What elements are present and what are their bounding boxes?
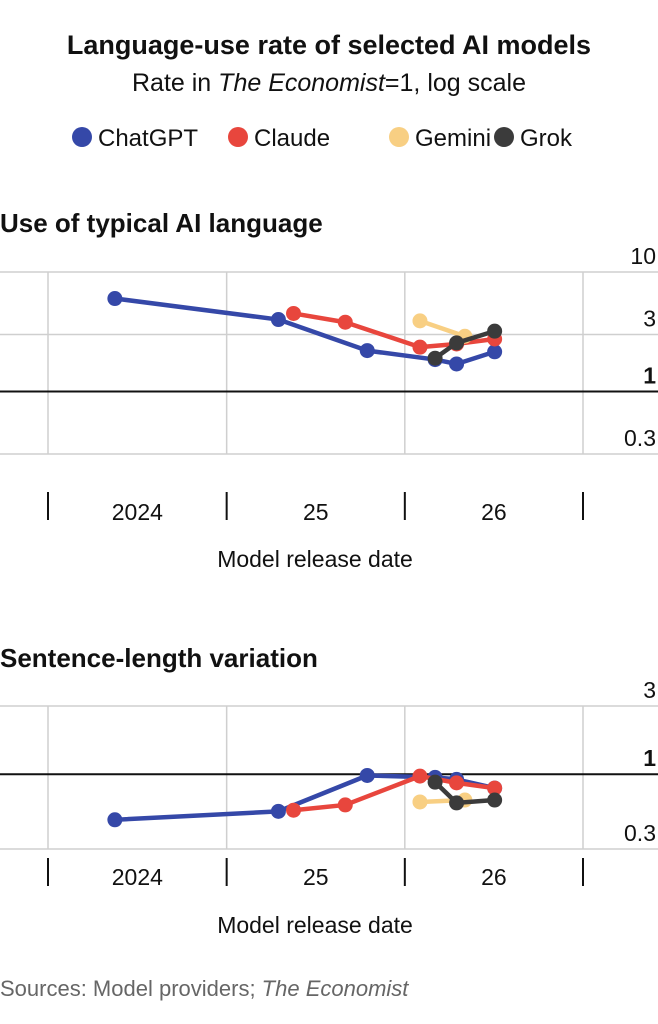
- chart-subtitle: Rate in The Economist=1, log scale: [132, 69, 526, 97]
- panel-title: Sentence-length variation: [0, 643, 318, 673]
- data-point-claude: [337, 797, 353, 813]
- y-tick-label: 10: [630, 243, 656, 269]
- data-point-claude: [449, 775, 465, 791]
- source-italic: The Economist: [262, 976, 410, 1001]
- legend-label-grok: Grok: [520, 125, 573, 152]
- panel-sentence-length-variation: Sentence-length variation 3 1 0.3 2024 25 26 Mo…: [0, 643, 658, 938]
- x-tick-label: 2024: [112, 499, 163, 525]
- source-note: Sources: Model providers; The Economist: [0, 976, 409, 1001]
- data-point-chatgpt: [270, 803, 286, 819]
- y-tick-label: 1: [643, 363, 656, 389]
- data-point-grok: [427, 350, 443, 366]
- x-axis-label: Model release date: [217, 546, 413, 572]
- y-tick-label: 0.3: [624, 425, 656, 451]
- legend-marker-claude: [228, 127, 248, 147]
- x-tick-label: 25: [303, 499, 329, 525]
- data-point-chatgpt: [107, 812, 123, 828]
- legend-marker-gemini: [389, 127, 409, 147]
- legend: ChatGPT Claude Gemini Grok: [72, 125, 573, 152]
- panel-use-of-typical-ai-language: Use of typical AI language 10 3 1 0.3 2024 25 2…: [0, 208, 658, 572]
- source-prefix: Sources: Model providers;: [0, 976, 262, 1001]
- y-tick-label: 3: [643, 305, 656, 331]
- data-point-claude: [412, 768, 428, 784]
- series-grok: [427, 774, 503, 811]
- data-point-chatgpt: [449, 356, 465, 372]
- data-point-claude: [286, 802, 302, 818]
- panel-title: Use of typical AI language: [0, 208, 323, 238]
- subtitle-prefix: Rate in: [132, 69, 218, 97]
- series-claude: [286, 305, 503, 355]
- chart-title: Language-use rate of selected AI models: [67, 30, 591, 60]
- data-point-grok: [487, 323, 503, 339]
- y-tick-label: 0.3: [624, 820, 656, 846]
- y-tick-label: 3: [643, 677, 656, 703]
- series-chatgpt: [107, 291, 503, 372]
- data-point-gemini: [412, 794, 428, 810]
- legend-marker-grok: [494, 127, 514, 147]
- legend-label-claude: Claude: [254, 125, 330, 152]
- x-tick-label: 2024: [112, 864, 163, 890]
- legend-marker-chatgpt: [72, 127, 92, 147]
- data-point-grok: [449, 335, 465, 351]
- data-point-grok: [427, 774, 443, 790]
- data-point-claude: [412, 339, 428, 355]
- data-point-chatgpt: [359, 343, 375, 359]
- chart-panels: Use of typical AI language 10 3 1 0.3 2024 25 2…: [0, 208, 658, 938]
- data-point-claude: [286, 305, 302, 321]
- x-tick-label: 25: [303, 864, 329, 890]
- x-tick-label: 26: [481, 499, 507, 525]
- series-grok: [427, 323, 503, 366]
- data-point-grok: [487, 792, 503, 808]
- subtitle-italic: The Economist: [218, 69, 386, 97]
- x-tick-label: 26: [481, 864, 507, 890]
- data-point-chatgpt: [270, 312, 286, 328]
- data-point-chatgpt: [487, 344, 503, 360]
- x-axis-label: Model release date: [217, 912, 413, 938]
- y-tick-label: 1: [643, 745, 656, 771]
- legend-label-gemini: Gemini: [415, 125, 491, 152]
- data-point-grok: [449, 795, 465, 811]
- data-point-claude: [337, 314, 353, 330]
- data-point-claude: [487, 780, 503, 796]
- subtitle-suffix: =1, log scale: [385, 69, 526, 97]
- data-point-chatgpt: [107, 291, 123, 307]
- data-point-chatgpt: [359, 767, 375, 783]
- legend-label-chatgpt: ChatGPT: [98, 125, 198, 152]
- series-chatgpt: [107, 767, 503, 828]
- series-line-gemini: [417, 318, 468, 339]
- data-point-gemini: [412, 313, 428, 329]
- series-claude: [286, 768, 503, 818]
